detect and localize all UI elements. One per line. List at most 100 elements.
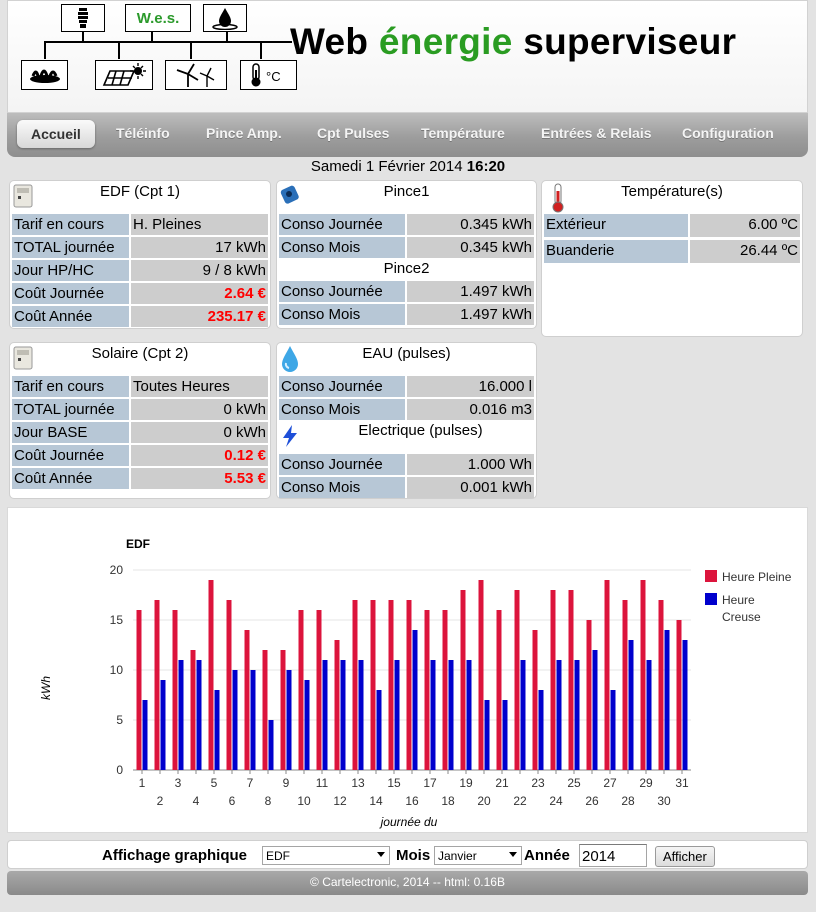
title-part-3: superviseur <box>512 21 737 62</box>
bar-heure-pleine <box>280 650 286 770</box>
bar-heure-pleine <box>460 590 466 770</box>
edf-title: EDF (Cpt 1) <box>99 183 180 200</box>
main-nav: Accueil Téléinfo Pince Amp. Cpt Pulses T… <box>7 113 808 157</box>
x-tick-label: 22 <box>513 794 527 808</box>
bar-heure-pleine <box>226 600 232 770</box>
edf-row-label: Jour HP/HC <box>12 260 129 281</box>
thermometer-icon: °C <box>240 60 297 90</box>
nav-item-accueil[interactable]: Accueil <box>17 120 95 148</box>
nav-item-temperature[interactable]: Température <box>421 125 505 141</box>
edf-row: Tarif en cours H. Pleines <box>12 214 268 235</box>
x-tick-label: 10 <box>297 794 311 808</box>
bar-heure-pleine <box>190 650 196 770</box>
x-tick-label: 1 <box>139 776 146 790</box>
x-tick-label: 2 <box>157 794 164 808</box>
edf-row-label: Coût Journée <box>12 283 129 304</box>
y-tick-label: 10 <box>110 663 124 677</box>
water-drop-icon <box>203 4 247 32</box>
bar-heure-pleine <box>622 600 628 770</box>
nav-item-cpt-pulses[interactable]: Cpt Pulses <box>317 125 390 141</box>
bar-heure-pleine <box>208 580 214 770</box>
solaire-row-value: 0.12 € <box>131 445 268 466</box>
site-header: W.e.s. °C Web énergie superviseur <box>7 0 808 113</box>
bar-heure-pleine <box>532 630 538 770</box>
bar-heure-creuse <box>232 670 238 770</box>
bar-heure-creuse <box>556 660 562 770</box>
bar-heure-creuse <box>502 700 508 770</box>
nav-item-configuration[interactable]: Configuration <box>682 125 774 141</box>
logo-wes-label: W.e.s. <box>125 4 191 32</box>
bar-heure-pleine <box>262 650 268 770</box>
y-tick-label: 5 <box>116 713 123 727</box>
elec-row: Conso Journée 1.000 Wh <box>279 454 534 475</box>
nav-item-entrees-relais[interactable]: Entrées & Relais <box>541 125 652 141</box>
x-tick-label: 8 <box>265 794 272 808</box>
nav-item-pince[interactable]: Pince Amp. <box>206 125 282 141</box>
solaire-row: Coût Année 5.53 € <box>12 468 268 489</box>
bar-heure-pleine <box>586 620 592 770</box>
bar-heure-pleine <box>568 590 574 770</box>
solaire-row-label: TOTAL journée <box>12 399 129 420</box>
afficher-button[interactable]: Afficher <box>655 846 715 867</box>
y-tick-label: 20 <box>110 563 124 577</box>
x-tick-label: 12 <box>333 794 347 808</box>
bar-heure-creuse <box>160 680 166 770</box>
chevron-down-icon <box>509 852 517 857</box>
bar-heure-creuse <box>268 720 274 770</box>
water-drop-icon <box>279 344 301 379</box>
bar-heure-pleine <box>136 610 142 770</box>
chart-title: EDF <box>126 537 150 551</box>
x-tick-label: 29 <box>639 776 653 790</box>
bar-heure-creuse <box>178 660 184 770</box>
x-tick-label: 27 <box>603 776 617 790</box>
bar-heure-pleine <box>370 600 376 770</box>
solaire-row-value: Toutes Heures <box>131 376 268 397</box>
chart-type-select[interactable]: EDF <box>262 846 390 865</box>
legend-label: Heure <box>722 593 755 607</box>
bar-heure-pleine <box>424 610 430 770</box>
bar-heure-pleine <box>244 630 250 770</box>
eau-title: EAU (pulses) <box>362 345 451 362</box>
logo-tree-line <box>82 32 84 42</box>
bar-heure-pleine <box>478 580 484 770</box>
solaire-row-label: Tarif en cours <box>12 376 129 397</box>
site-title: Web énergie superviseur <box>290 21 736 63</box>
pince1-row-label: Conso Mois <box>279 237 405 258</box>
elec-row-label: Conso Mois <box>279 477 405 498</box>
bar-heure-creuse <box>358 660 364 770</box>
y-tick-label: 15 <box>110 613 124 627</box>
bar-heure-creuse <box>448 660 454 770</box>
elec-row-value: 0.001 kWh <box>407 477 534 498</box>
x-tick-label: 24 <box>549 794 563 808</box>
annee-input[interactable]: 2014 <box>579 844 647 867</box>
pince2-row: Conso Mois 1.497 kWh <box>279 304 534 325</box>
mois-label: Mois <box>396 847 431 864</box>
thermo-unit-label: °C <box>266 69 281 84</box>
y-tick-label: 0 <box>116 763 123 777</box>
pince-panel: Pince1 Conso Journée 0.345 kWh Conso Mois… <box>276 180 537 329</box>
elec-row: Conso Mois 0.001 kWh <box>279 477 534 498</box>
nav-item-teleinfo[interactable]: Téléinfo <box>116 125 170 141</box>
x-tick-label: 3 <box>175 776 182 790</box>
logo-tree-line <box>44 41 46 59</box>
bar-heure-pleine <box>298 610 304 770</box>
temperature-panel: Température(s) Extérieur 6.00 ºC Buanderi… <box>541 180 803 337</box>
bar-heure-creuse <box>646 660 652 770</box>
electric-meter-icon <box>13 346 33 375</box>
footer: © Cartelectronic, 2014 -- html: 0.16B <box>7 871 808 895</box>
bar-heure-creuse <box>196 660 202 770</box>
temperature-row: Buanderie 26.44 ºC <box>544 240 800 263</box>
bar-heure-pleine <box>640 580 646 770</box>
bar-heure-pleine <box>550 590 556 770</box>
x-tick-label: 28 <box>621 794 635 808</box>
chart-form-bar: Affichage graphique EDF Mois Janvier Ann… <box>7 840 808 869</box>
mois-select[interactable]: Janvier <box>434 846 522 865</box>
x-tick-label: 6 <box>229 794 236 808</box>
bar-heure-creuse <box>628 640 634 770</box>
eau-row: Conso Journée 16.000 l <box>279 376 534 397</box>
bar-heure-creuse <box>394 660 400 770</box>
pince1-row: Conso Journée 0.345 kWh <box>279 214 534 235</box>
eau-panel: EAU (pulses) Conso Journée 16.000 l Conso… <box>276 342 537 499</box>
edf-row: TOTAL journée 17 kWh <box>12 237 268 258</box>
x-tick-label: 26 <box>585 794 599 808</box>
